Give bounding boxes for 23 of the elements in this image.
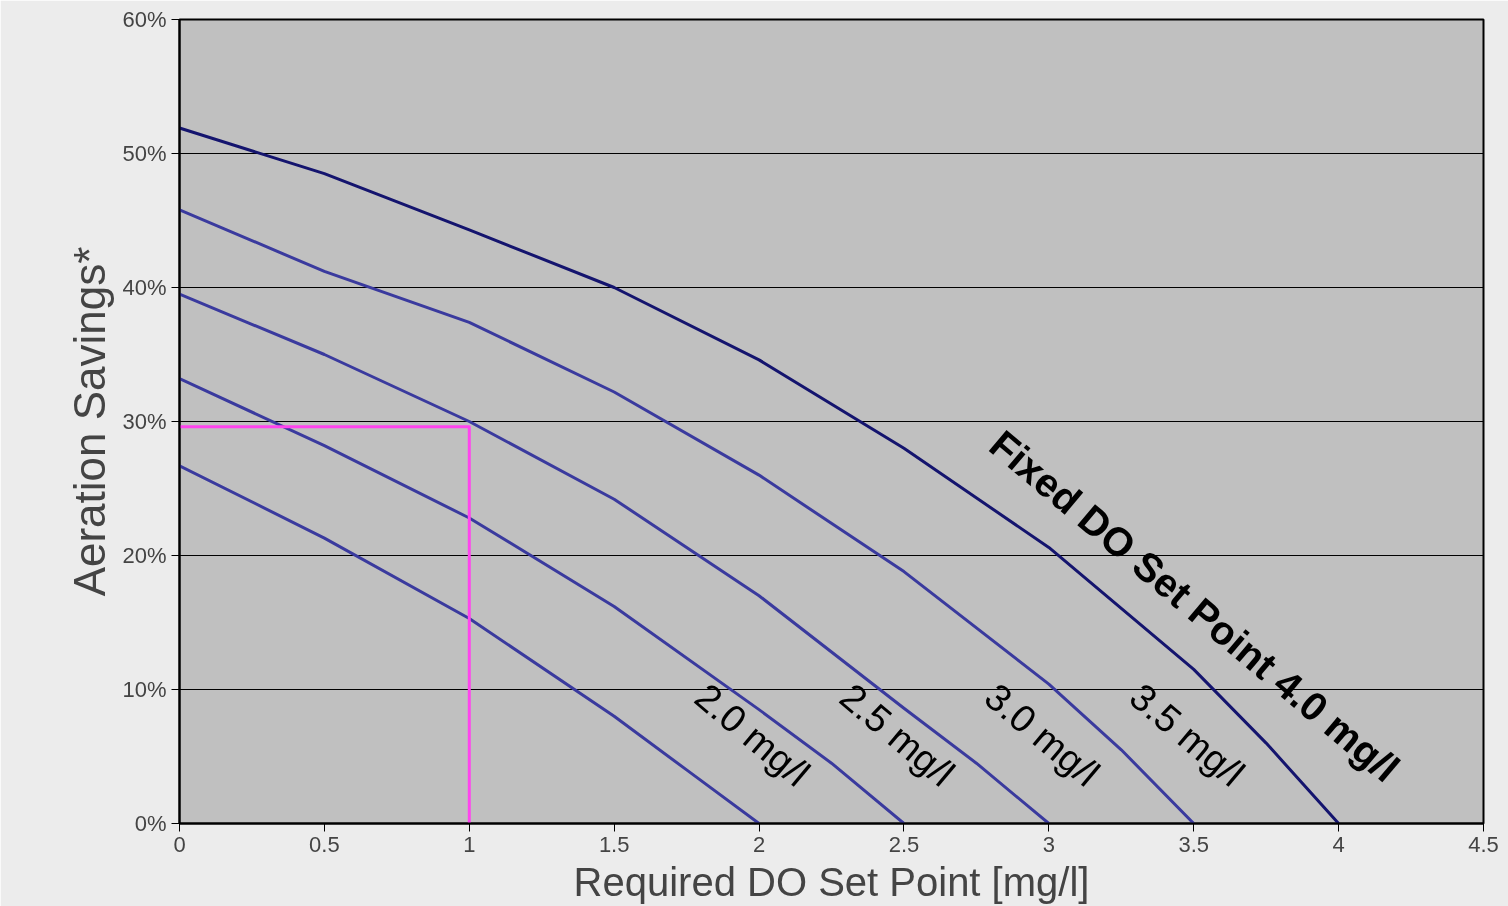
x-tick-label: 0 bbox=[173, 831, 186, 857]
y-tick-label: 60% bbox=[122, 7, 167, 32]
x-tick-label: 4 bbox=[1332, 831, 1345, 857]
y-tick-label: 0% bbox=[134, 811, 167, 836]
text: 2.0 mg/l bbox=[687, 675, 818, 795]
x-tick-label: 0.5 bbox=[309, 831, 340, 857]
text: 3.5 mg/l bbox=[1121, 675, 1253, 795]
y-tick-label: 10% bbox=[122, 677, 167, 702]
x-tick-label: 2 bbox=[752, 831, 766, 857]
x-tick-label: 1.5 bbox=[598, 831, 630, 857]
y-tick-label: 30% bbox=[122, 409, 167, 434]
y-tick-label: 50% bbox=[122, 141, 167, 166]
x-tick-label: 2.5 bbox=[888, 831, 920, 857]
x-tick-label: 3.5 bbox=[1178, 831, 1210, 857]
y-axis-title: Aeration Savings* bbox=[65, 246, 115, 597]
x-axis-title: Required DO Set Point [mg/l] bbox=[573, 859, 1090, 904]
x-tick-label: 1 bbox=[463, 831, 476, 857]
text: 3.0 mg/l bbox=[976, 675, 1108, 795]
y-tick-label: 20% bbox=[122, 543, 167, 568]
x-tick-label: 3 bbox=[1042, 831, 1055, 857]
text: 2.5 mg/l bbox=[832, 675, 963, 795]
y-tick-label: 40% bbox=[122, 275, 167, 300]
x-tick-label: 4.5 bbox=[1468, 831, 1499, 857]
